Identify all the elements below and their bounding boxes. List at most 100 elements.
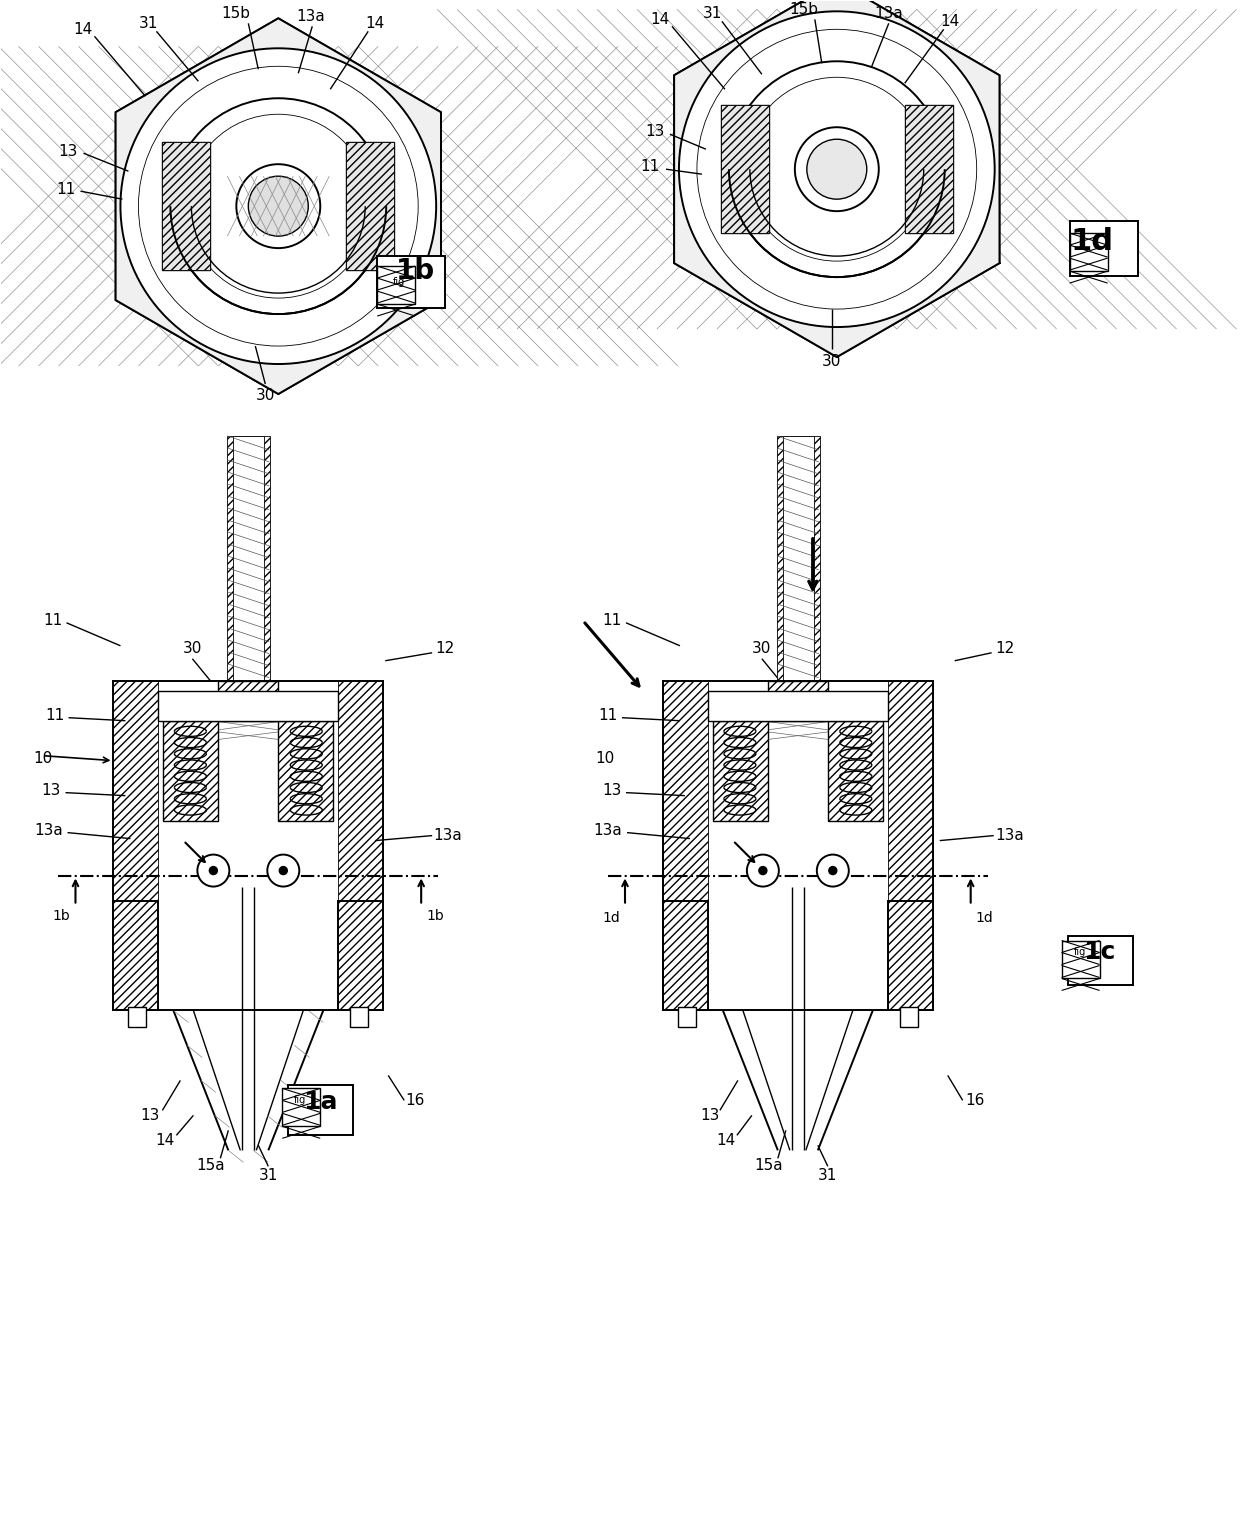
Bar xyxy=(663,680,932,1011)
Text: 31: 31 xyxy=(259,1167,278,1183)
Text: 11: 11 xyxy=(640,159,660,173)
Bar xyxy=(1068,935,1132,985)
Text: 10: 10 xyxy=(595,751,615,767)
Bar xyxy=(377,257,445,308)
Text: 14: 14 xyxy=(73,21,92,36)
Bar xyxy=(1061,941,1100,979)
Text: 11: 11 xyxy=(603,613,621,628)
Bar xyxy=(828,721,883,821)
Bar xyxy=(720,105,769,234)
Bar xyxy=(768,680,828,721)
Text: 31: 31 xyxy=(703,6,723,21)
Bar xyxy=(162,143,211,270)
Text: 11: 11 xyxy=(56,182,76,197)
Text: 16: 16 xyxy=(965,1093,985,1108)
Text: 11: 11 xyxy=(599,709,618,723)
Bar xyxy=(720,105,769,234)
Bar xyxy=(678,1008,696,1028)
Text: 1a: 1a xyxy=(303,1090,337,1114)
Bar xyxy=(768,680,828,721)
Text: 1d: 1d xyxy=(603,911,620,924)
Bar xyxy=(888,900,932,1011)
Text: 13a: 13a xyxy=(996,829,1024,842)
Text: 13: 13 xyxy=(603,783,621,798)
Polygon shape xyxy=(675,0,999,357)
Circle shape xyxy=(210,867,217,874)
Text: 13a: 13a xyxy=(296,9,325,24)
Text: 1b: 1b xyxy=(427,909,444,923)
Text: 13: 13 xyxy=(645,124,665,138)
Bar xyxy=(713,721,768,821)
Text: 30: 30 xyxy=(255,389,275,404)
Text: 13: 13 xyxy=(701,1108,719,1123)
Bar xyxy=(113,680,159,1011)
Text: 10: 10 xyxy=(33,751,52,767)
Bar xyxy=(218,680,278,721)
Bar xyxy=(283,1088,320,1126)
Bar xyxy=(1070,222,1137,276)
Circle shape xyxy=(680,11,994,326)
Bar xyxy=(782,436,813,680)
Text: 1b: 1b xyxy=(396,257,435,285)
Bar xyxy=(663,680,708,1011)
Bar xyxy=(113,680,383,1011)
Bar xyxy=(905,105,952,234)
Text: 1d: 1d xyxy=(1070,226,1114,255)
Circle shape xyxy=(795,128,879,211)
Bar xyxy=(713,721,768,821)
Bar xyxy=(164,721,218,821)
Bar xyxy=(162,143,211,270)
Text: 13a: 13a xyxy=(434,829,463,842)
Text: 11: 11 xyxy=(45,709,64,723)
Polygon shape xyxy=(115,18,441,395)
Text: 13: 13 xyxy=(41,783,61,798)
Bar xyxy=(905,105,952,234)
Circle shape xyxy=(237,164,320,247)
Text: 16: 16 xyxy=(405,1093,425,1108)
Circle shape xyxy=(817,855,849,887)
Circle shape xyxy=(729,61,945,278)
Circle shape xyxy=(170,99,386,314)
Bar xyxy=(900,1008,918,1028)
Text: 14: 14 xyxy=(156,1132,175,1148)
Text: 12: 12 xyxy=(435,641,455,656)
Circle shape xyxy=(828,867,837,874)
Circle shape xyxy=(120,49,436,364)
Bar xyxy=(218,680,278,721)
Circle shape xyxy=(807,140,867,199)
Circle shape xyxy=(248,176,309,237)
Text: 13a: 13a xyxy=(594,823,622,838)
Bar xyxy=(129,1008,146,1028)
Bar xyxy=(708,691,888,721)
Text: 31: 31 xyxy=(139,15,159,30)
Bar xyxy=(164,721,218,821)
Text: 14: 14 xyxy=(940,14,960,29)
Text: 30: 30 xyxy=(182,641,202,656)
Bar xyxy=(350,1008,368,1028)
Text: 15a: 15a xyxy=(196,1158,224,1173)
Text: 1b: 1b xyxy=(52,909,71,923)
Circle shape xyxy=(759,867,766,874)
Bar xyxy=(777,436,820,680)
Text: 14: 14 xyxy=(366,15,384,30)
Bar xyxy=(339,900,383,1011)
Text: 30: 30 xyxy=(753,641,771,656)
Bar xyxy=(377,266,415,304)
Text: fig: fig xyxy=(1074,947,1086,958)
Bar xyxy=(1070,234,1107,272)
Text: 1c: 1c xyxy=(1084,940,1116,964)
Text: fig: fig xyxy=(294,1096,306,1105)
Text: 15b: 15b xyxy=(221,6,249,21)
Text: 11: 11 xyxy=(43,613,62,628)
Circle shape xyxy=(279,867,288,874)
Bar xyxy=(346,143,394,270)
Text: 13: 13 xyxy=(140,1108,160,1123)
Bar xyxy=(346,143,394,270)
Text: 1d: 1d xyxy=(976,911,993,924)
Bar xyxy=(339,680,383,1011)
Bar xyxy=(663,900,708,1011)
Bar xyxy=(278,721,334,821)
Text: 12: 12 xyxy=(994,641,1014,656)
Text: 15b: 15b xyxy=(790,2,818,17)
Text: fig: fig xyxy=(393,278,405,287)
